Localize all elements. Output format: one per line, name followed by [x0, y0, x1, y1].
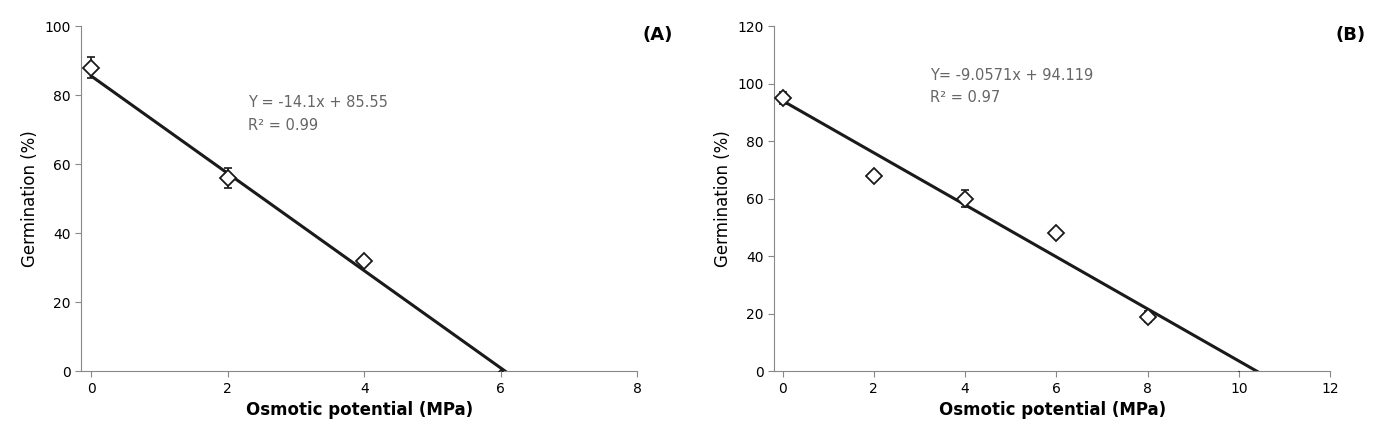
X-axis label: Osmotic potential (MPa): Osmotic potential (MPa)	[938, 401, 1166, 419]
Text: (B): (B)	[1336, 26, 1365, 44]
Y-axis label: Germination (%): Germination (%)	[714, 130, 732, 267]
X-axis label: Osmotic potential (MPa): Osmotic potential (MPa)	[245, 401, 473, 419]
Text: (A): (A)	[643, 26, 674, 44]
Y-axis label: Germination (%): Germination (%)	[21, 130, 39, 267]
Text: Y= -9.0571x + 94.119
R² = 0.97: Y= -9.0571x + 94.119 R² = 0.97	[930, 68, 1094, 105]
Text: Y = -14.1x + 85.55
R² = 0.99: Y = -14.1x + 85.55 R² = 0.99	[248, 95, 388, 132]
